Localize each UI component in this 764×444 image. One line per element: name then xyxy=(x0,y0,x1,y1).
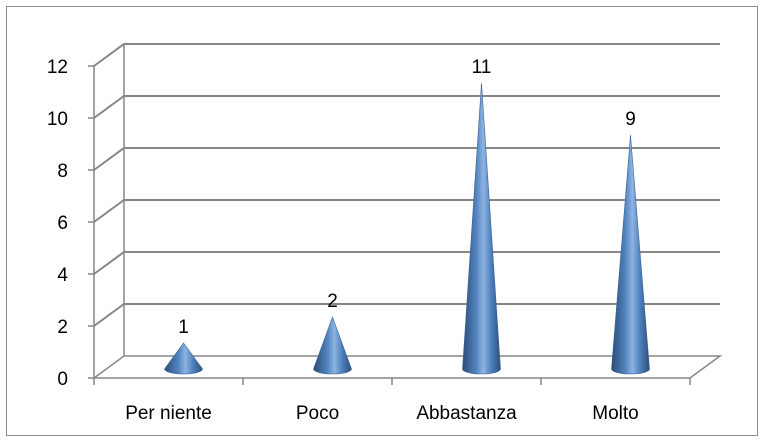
y-tick-labels: 0 2 4 6 8 10 12 xyxy=(47,57,69,390)
y-tick-label-6: 6 xyxy=(57,213,68,234)
category-label: Abbastanza xyxy=(416,403,517,424)
gridline-12 xyxy=(93,43,720,67)
y-tick-label-8: 8 xyxy=(57,161,68,182)
cone-shape xyxy=(611,134,650,375)
cone-poco xyxy=(313,316,352,375)
cone-per-niente xyxy=(164,342,203,375)
category-label: Molto xyxy=(592,403,638,424)
cone-abbastanza xyxy=(462,82,501,375)
cone-shape xyxy=(462,82,501,375)
cone-molto xyxy=(611,134,650,375)
y-tick-label-4: 4 xyxy=(57,265,68,286)
category-label: Per niente xyxy=(125,403,212,424)
chart-floor xyxy=(91,355,723,379)
y-tick-label-10: 10 xyxy=(47,109,68,130)
category-labels: Per niente Poco Abbastanza Molto xyxy=(125,403,639,424)
data-cones xyxy=(164,82,650,375)
data-label: 11 xyxy=(472,57,492,78)
y-tick-label-0: 0 xyxy=(57,369,68,390)
gridline-8 xyxy=(93,147,720,171)
y-tick-label-2: 2 xyxy=(57,317,68,338)
cone-shape xyxy=(164,342,203,375)
data-labels: 1 2 11 9 xyxy=(178,57,636,338)
data-label: 9 xyxy=(625,109,636,130)
axes xyxy=(88,44,723,385)
category-label: Poco xyxy=(296,403,339,424)
cone-shape xyxy=(313,316,352,375)
data-label: 2 xyxy=(327,291,338,312)
data-label: 1 xyxy=(178,317,189,338)
y-tick-label-12: 12 xyxy=(47,57,68,78)
